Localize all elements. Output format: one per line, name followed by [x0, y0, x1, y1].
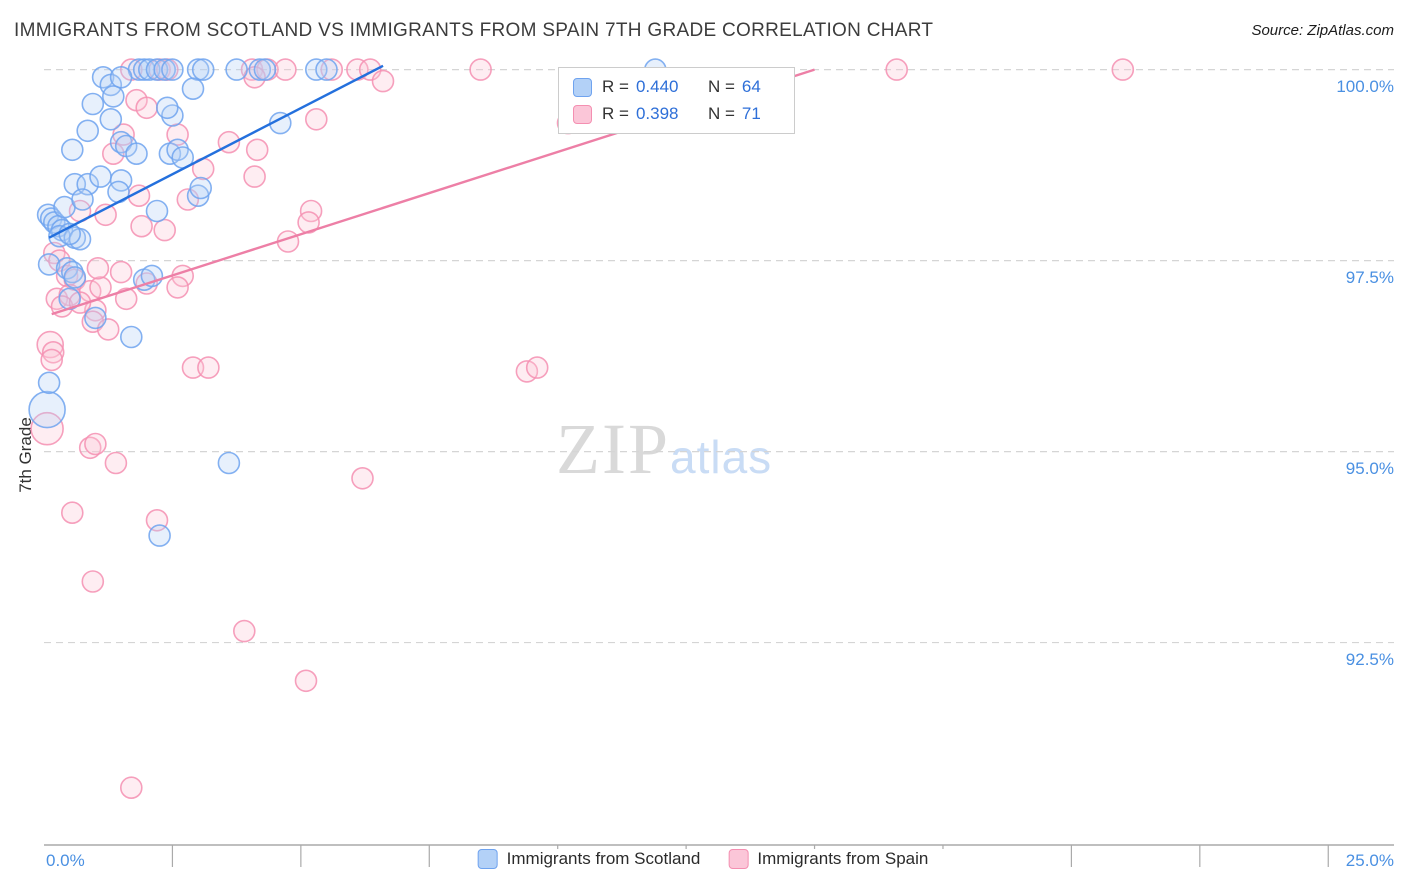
y-tick-label: 97.5% [1345, 267, 1394, 287]
stats-row-spain: R = 0.398 N = 71 [573, 104, 776, 124]
scotland-swatch-icon [477, 849, 498, 869]
n-value: 64 [741, 77, 761, 96]
scatter-point [68, 227, 92, 251]
scatter-point [102, 142, 125, 165]
scatter-point [125, 142, 148, 165]
legend-item-spain: Immigrants from Spain [728, 849, 928, 869]
scatter-point [41, 340, 65, 364]
legend-label-scotland: Immigrants from Scotland [506, 849, 701, 868]
scatter-point [63, 266, 87, 289]
scatter-point [274, 58, 297, 81]
y-tick-label: 95.0% [1345, 458, 1394, 478]
scatter-point [89, 165, 112, 188]
page-title: IMMIGRANTS FROM SCOTLAND VS IMMIGRANTS F… [14, 20, 934, 41]
x-axis-max-label: 25.0% [1345, 851, 1394, 870]
scatter-point [181, 356, 205, 379]
scatter-point [120, 776, 143, 800]
n-value: 71 [741, 104, 761, 123]
scatter-point [84, 306, 107, 330]
legend-label-spain: Immigrants from Spain [757, 849, 929, 868]
scatter-point [371, 69, 395, 93]
r-label: R = [602, 77, 629, 96]
scatter-point [304, 108, 328, 131]
scatter-point [148, 524, 171, 547]
scatter-point [120, 325, 143, 349]
scatter-point [30, 411, 64, 446]
r-value: 0.398 [635, 104, 679, 123]
n-label: N = [707, 77, 735, 96]
r-value: 0.440 [635, 77, 679, 96]
scatter-point [294, 669, 318, 693]
scatter-point [217, 451, 241, 475]
scatter-point [248, 58, 272, 81]
scatter-point [253, 58, 277, 81]
scatter-point [37, 253, 61, 276]
scatter-point [243, 165, 266, 188]
chart-legend: Immigrants from Scotland Immigrants from… [457, 849, 949, 869]
scatter-point [135, 96, 158, 120]
scatter-point [245, 138, 269, 162]
stats-row-scotland: R = 0.440 N = 64 [573, 77, 776, 97]
scatter-point [61, 138, 84, 162]
scatter-point [114, 287, 138, 311]
scatter-point [525, 356, 549, 379]
scatter-point [130, 214, 153, 238]
scatter-point [885, 58, 909, 81]
x-axis-min-label: 0.0% [46, 851, 85, 870]
scatter-point [37, 371, 61, 395]
scatter-point [109, 260, 133, 284]
r-label: R = [602, 104, 629, 123]
spain-swatch-icon [728, 849, 749, 869]
scatter-point [109, 66, 133, 89]
scatter-point [189, 176, 212, 200]
scatter-point [153, 58, 176, 81]
scatter-point [81, 92, 105, 116]
scatter-point [156, 96, 179, 120]
scatter-point [315, 58, 338, 81]
scotland-swatch-icon [573, 77, 592, 97]
n-label: N = [707, 104, 735, 123]
source-label: Source: ZipAtlas.com [1251, 22, 1394, 39]
scatter-point [99, 108, 123, 131]
scatter-point [84, 432, 107, 456]
y-tick-label: 100.0% [1336, 76, 1394, 96]
scatter-point [89, 276, 112, 299]
scatter-point [153, 218, 176, 242]
scatter-point [320, 58, 344, 81]
scatter-point [28, 390, 66, 429]
scatter-point [161, 58, 184, 81]
stats-legend-box: R = 0.440 N = 64 R = 0.398 N = 71 [558, 67, 795, 134]
spain-swatch-icon [573, 104, 592, 124]
scatter-point [1111, 58, 1135, 81]
scatter-point [191, 58, 215, 81]
scatter-point [86, 256, 110, 280]
scatter-point [166, 276, 189, 299]
scatter-point [181, 77, 205, 100]
trend-line [48, 64, 384, 239]
scatter-point [145, 58, 169, 81]
y-tick-label: 92.5% [1345, 649, 1394, 669]
scatter-point [145, 199, 169, 223]
scatter-point [225, 58, 248, 81]
legend-item-scotland: Immigrants from Scotland [477, 849, 701, 869]
scatter-point [81, 570, 105, 593]
scatter-point [233, 619, 256, 643]
scatter-point [138, 58, 161, 81]
scatter-point [351, 466, 374, 490]
scatter-point [469, 58, 492, 81]
scatter-point [197, 356, 220, 379]
scatter-point [61, 501, 84, 525]
scatter-point [71, 188, 94, 211]
scatter-point [104, 451, 128, 475]
scatter-point [102, 85, 125, 108]
scatter-point [76, 119, 99, 143]
scatter-point [40, 348, 64, 372]
